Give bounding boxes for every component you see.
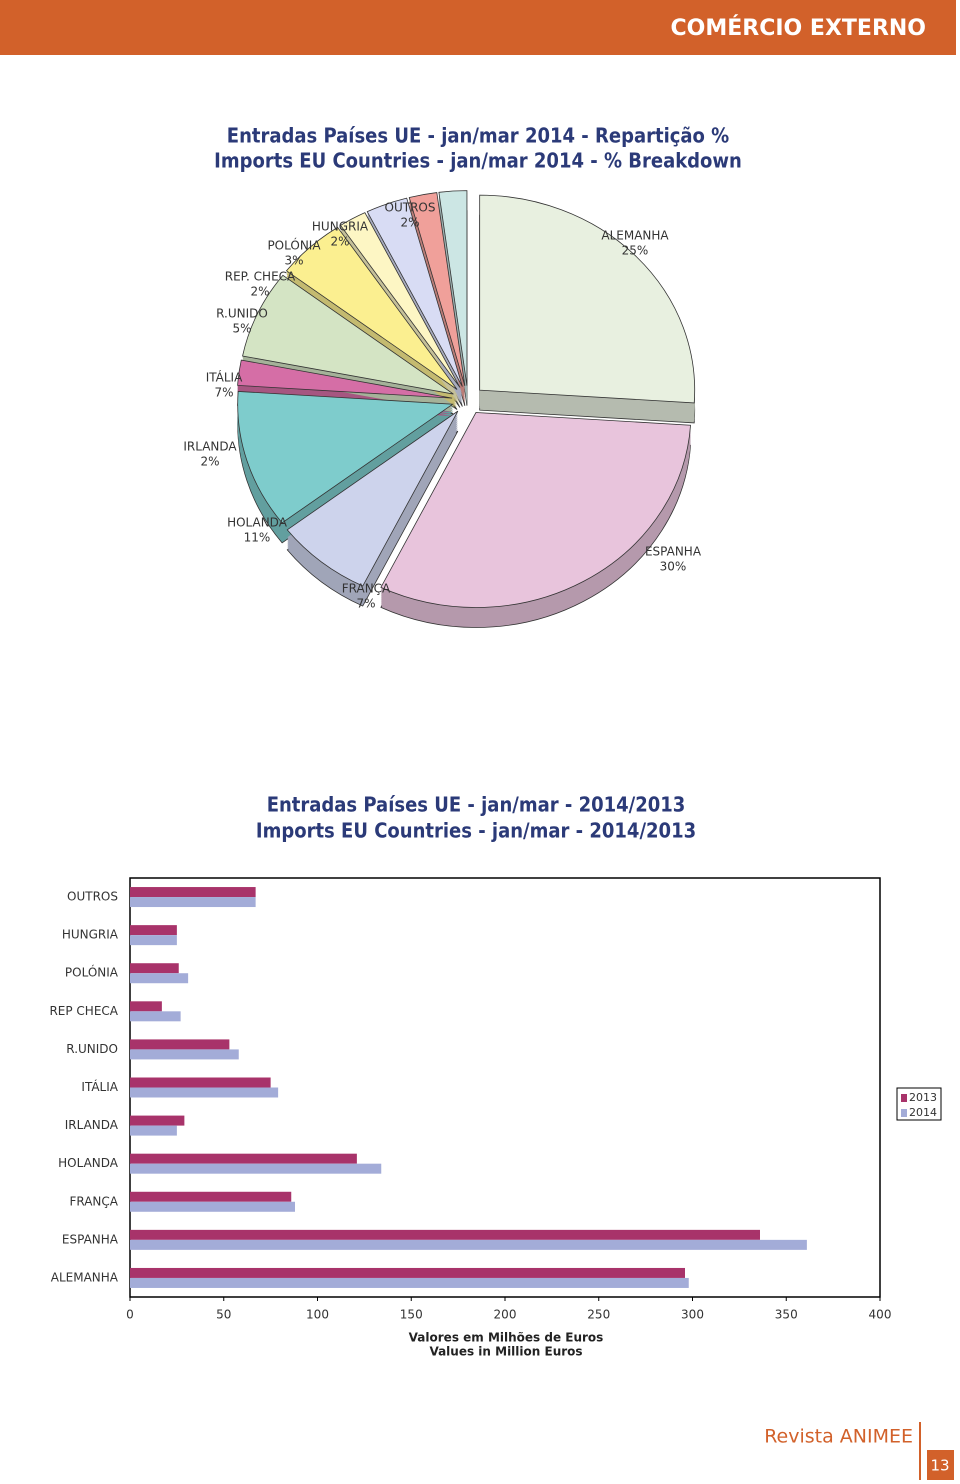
bar [130, 1163, 382, 1174]
legend-box [896, 1087, 942, 1121]
pie-slice [380, 412, 691, 608]
x-axis-label: Values in Million Euros [429, 1345, 582, 1359]
x-axis-label: Valores em Milhões de Euros [409, 1331, 604, 1345]
y-tick-label: R.UNIDO [66, 1042, 118, 1056]
pie-value-label: 11% [244, 531, 271, 545]
y-tick-label: ALEMANHA [51, 1270, 119, 1284]
y-tick-label: POLÓNIA [65, 965, 119, 980]
chart-title: Imports EU Countries - jan/mar - 2014/20… [256, 819, 696, 843]
bar [130, 935, 177, 946]
bar [130, 925, 177, 936]
bar [130, 897, 256, 908]
bar [130, 1039, 230, 1050]
pie-value-label: 3% [284, 254, 303, 268]
pie-label: R.UNIDO [216, 307, 268, 321]
pie-value-label: 2% [400, 216, 419, 230]
bar [130, 1201, 295, 1212]
pie-label: FRANÇA [342, 582, 391, 596]
y-tick-label: ESPANHA [62, 1232, 119, 1246]
header-bar [0, 0, 956, 55]
chart-title: Entradas Países UE - jan/mar 2014 - Repa… [227, 124, 729, 148]
y-tick-label: HOLANDA [58, 1156, 119, 1170]
header-title: COMÉRCIO EXTERNO [671, 15, 926, 41]
bar [130, 1011, 181, 1022]
pie-label: OUTROS [385, 201, 436, 215]
pie-label: ESPANHA [645, 545, 702, 559]
y-tick-label: HUNGRIA [62, 928, 119, 942]
pie-slice [339, 212, 461, 388]
x-tick-label: 250 [587, 1308, 610, 1322]
x-tick-label: 150 [400, 1308, 423, 1322]
page-number: 13 [930, 1457, 949, 1475]
y-tick-label: REP CHECA [49, 1004, 118, 1018]
pie-label: REP. CHECA [225, 270, 296, 284]
bar [130, 1001, 162, 1012]
bar [130, 963, 179, 974]
pie-label: POLÓNIA [267, 238, 321, 253]
bar [130, 1077, 271, 1088]
legend-swatch [901, 1094, 907, 1102]
bar [130, 1087, 279, 1098]
bar [130, 1115, 185, 1126]
pie-label: HOLANDA [227, 516, 288, 530]
pie-slice [286, 410, 459, 587]
magazine-name: Revista ANIMEE [764, 1426, 913, 1448]
x-tick-label: 200 [494, 1308, 517, 1322]
bar [130, 973, 189, 984]
pie-label: IRLANDA [183, 440, 237, 454]
x-tick-label: 100 [306, 1308, 329, 1322]
pie-slice [479, 194, 696, 404]
bar [130, 1277, 689, 1288]
chart-title: Imports EU Countries - jan/mar 2014 - % … [214, 149, 742, 173]
y-tick-label: ITÁLIA [81, 1079, 118, 1094]
pie-slice [237, 359, 453, 399]
x-tick-label: 400 [869, 1308, 892, 1322]
pie-label: ALEMANHA [601, 229, 669, 243]
x-tick-label: 300 [681, 1308, 704, 1322]
pie-value-label: 30% [660, 560, 687, 574]
pie-value-label: 2% [330, 235, 349, 249]
bar [130, 1239, 807, 1250]
x-tick-label: 50 [216, 1308, 231, 1322]
pie-slice [237, 391, 454, 524]
pie-slice [242, 274, 454, 395]
pie-value-label: 25% [622, 244, 649, 258]
legend-label: 2014 [909, 1106, 937, 1119]
x-tick-label: 0 [126, 1308, 134, 1322]
bar [130, 887, 256, 898]
pie-value-label: 7% [214, 386, 233, 400]
page-box [927, 1450, 954, 1480]
chart-title: Entradas Países UE - jan/mar - 2014/2013 [267, 793, 686, 817]
bar [130, 1191, 292, 1202]
pie-slice [366, 197, 463, 387]
pie-value-label: 5% [232, 322, 251, 336]
pie-slice [408, 192, 466, 386]
bar [130, 1153, 357, 1164]
y-tick-label: FRANÇA [69, 1194, 118, 1208]
pie-value-label: 2% [200, 455, 219, 469]
pie-label: ITÁLIA [206, 370, 243, 385]
pie-slice [285, 226, 458, 390]
bar [130, 1267, 685, 1278]
bar [130, 1125, 177, 1136]
legend-label: 2013 [909, 1091, 937, 1104]
bar [130, 1229, 760, 1240]
pie-value-label: 2% [250, 285, 269, 299]
pie-value-label: 7% [356, 597, 375, 611]
pie-slice [438, 190, 468, 386]
pie-label: HUNGRIA [312, 220, 369, 234]
y-tick-label: OUTROS [67, 890, 118, 904]
y-tick-label: IRLANDA [65, 1118, 119, 1132]
legend-swatch [901, 1109, 907, 1117]
bar [130, 1049, 239, 1060]
x-tick-label: 350 [775, 1308, 798, 1322]
